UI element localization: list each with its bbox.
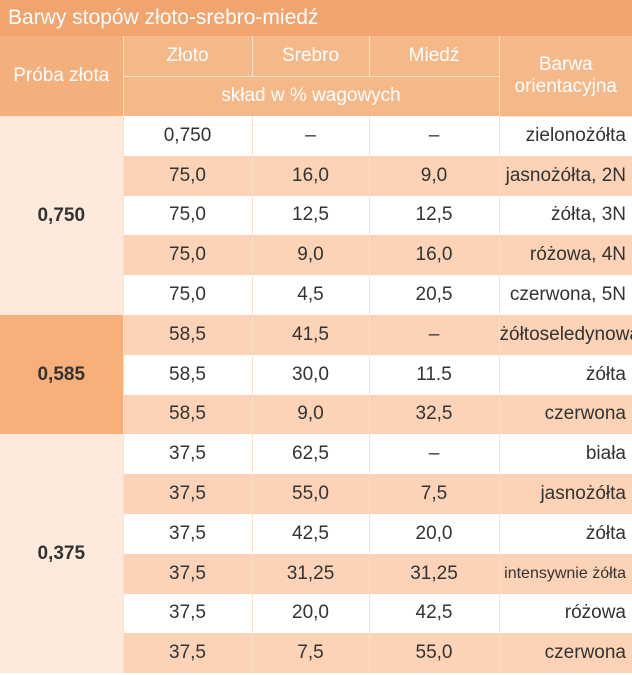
cell-gold: 37,5 bbox=[122, 553, 252, 594]
header-row: Próba złota Złoto Srebro Miedź Barwa ori… bbox=[0, 36, 632, 117]
cell-color: czerwona, 5N bbox=[498, 275, 632, 315]
cell-color: żółta, 3N bbox=[498, 195, 632, 236]
alloy-table: Próba złota Złoto Srebro Miedź Barwa ori… bbox=[0, 36, 632, 674]
cell-color: zielonożółta bbox=[498, 116, 632, 156]
table-row: 58,5 30,0 11.5 żółta bbox=[0, 354, 632, 395]
cell-color: różowa bbox=[498, 593, 632, 634]
cell-copper: 11.5 bbox=[368, 354, 499, 395]
header-color-line2: orientacyjna bbox=[514, 75, 617, 97]
cell-copper: 42,5 bbox=[368, 593, 499, 634]
header-silver: Srebro bbox=[251, 36, 369, 77]
table-row: 37,5 20,0 42,5 różowa bbox=[0, 593, 632, 634]
table-row: 75,0 4,5 20,5 czerwona, 5N bbox=[0, 275, 632, 315]
cell-silver: 7,5 bbox=[251, 633, 369, 674]
cell-gold: 75,0 bbox=[122, 275, 252, 315]
cell-color: żółta bbox=[498, 513, 632, 554]
cell-gold: 37,5 bbox=[122, 434, 252, 475]
cell-silver: 31,25 bbox=[251, 553, 369, 594]
table-title: Barwy stopów złoto-srebro-miedź bbox=[0, 0, 632, 36]
table-row: 0,585 58,5 41,5– żółtoseledynowa bbox=[0, 314, 632, 435]
cell-color: czerwona bbox=[498, 394, 632, 435]
cell-color: intensywnie żółta bbox=[498, 553, 632, 594]
table-row: 0,375 37,5 62,5– biała bbox=[0, 434, 632, 674]
cell-gold: 58,5 bbox=[122, 354, 252, 395]
cell-copper: – bbox=[368, 434, 499, 475]
cell-gold: 37,5 bbox=[122, 633, 252, 674]
cell-copper: 7,5 bbox=[368, 474, 499, 514]
cell-copper: 32,5 bbox=[368, 394, 499, 435]
cell-gold: 0,750 bbox=[122, 116, 252, 156]
cell-copper: 20,0 bbox=[368, 513, 499, 554]
header-proba: Próba złota bbox=[0, 36, 124, 117]
cell-gold: 75,0 bbox=[122, 195, 252, 236]
table-row: 37,5 31,25 31,25 intensywnie żółta bbox=[0, 553, 632, 594]
cell-silver: 9,0 bbox=[251, 394, 369, 435]
table-row: 37,5 55,0 7,5 jasnożółta bbox=[0, 474, 632, 514]
cell-color: żółtoseledynowa bbox=[498, 314, 632, 355]
cell-copper: 12,5 bbox=[368, 195, 499, 236]
table-row: 75,0 16,0 9,0 jasnożółta, 2N bbox=[0, 155, 632, 196]
table-body: 0,750 0,750– – zielonożółta 75,0 16,0 9,0 jasno… bbox=[0, 116, 632, 674]
cell-color: żółta bbox=[498, 354, 632, 395]
table-row: 75,0 9,0 16,0 różowa, 4N bbox=[0, 235, 632, 276]
group-label: 0,750 bbox=[0, 116, 123, 315]
cell-gold: 58,5 bbox=[122, 314, 252, 355]
cell-color: czerwona bbox=[498, 633, 632, 674]
group-label: 0,375 bbox=[0, 434, 123, 674]
table-row: 37,5 7,5 55,0 czerwona bbox=[0, 633, 632, 674]
table-row: 75,0 12,5 12,5 żółta, 3N bbox=[0, 195, 632, 236]
header-color-line1: Barwa bbox=[538, 53, 593, 75]
cell-silver: 20,0 bbox=[251, 593, 369, 634]
cell-silver: 41,5 bbox=[251, 314, 369, 355]
cell-silver: – bbox=[251, 116, 369, 156]
cell-gold: 37,5 bbox=[122, 593, 252, 634]
table-row: 37,5 42,5 20,0 żółta bbox=[0, 513, 632, 554]
cell-silver: 42,5 bbox=[251, 513, 369, 554]
cell-copper: 9,0 bbox=[368, 155, 499, 196]
cell-copper: 20,5 bbox=[368, 275, 499, 315]
cell-copper: 55,0 bbox=[368, 633, 499, 674]
cell-copper: 31,25 bbox=[368, 553, 499, 594]
cell-copper: 16,0 bbox=[368, 235, 499, 276]
table-row: 58,5 9,0 32,5 czerwona bbox=[0, 394, 632, 435]
cell-color: jasnożółta, 2N bbox=[498, 155, 632, 196]
cell-gold: 58,5 bbox=[122, 394, 252, 435]
header-copper: Miedź bbox=[368, 36, 499, 77]
header-gold: Złoto bbox=[123, 36, 252, 77]
cell-silver: 4,5 bbox=[251, 275, 369, 315]
cell-gold: 75,0 bbox=[122, 235, 252, 276]
group-label: 0,585 bbox=[0, 314, 123, 435]
header-unit-row: skład w % wagowych bbox=[0, 76, 632, 116]
cell-gold: 37,5 bbox=[122, 513, 252, 554]
table-row: 0,750 0,750– – zielonożółta bbox=[0, 116, 632, 315]
cell-copper: – bbox=[368, 116, 499, 156]
cell-gold: 75,0 bbox=[122, 155, 252, 196]
cell-gold: 37,5 bbox=[122, 474, 252, 514]
cell-color: biała bbox=[498, 434, 632, 475]
header-unit: skład w % wagowych bbox=[123, 76, 499, 116]
cell-color: jasnożółta bbox=[498, 474, 632, 514]
cell-silver: 30,0 bbox=[251, 354, 369, 395]
cell-silver: 62,5 bbox=[251, 434, 369, 475]
cell-silver: 12,5 bbox=[251, 195, 369, 236]
cell-silver: 55,0 bbox=[251, 474, 369, 514]
cell-silver: 16,0 bbox=[251, 155, 369, 196]
cell-copper: – bbox=[368, 314, 499, 355]
cell-color: różowa, 4N bbox=[498, 235, 632, 276]
header-color: Barwa orientacyjna bbox=[498, 36, 632, 117]
cell-silver: 9,0 bbox=[251, 235, 369, 276]
